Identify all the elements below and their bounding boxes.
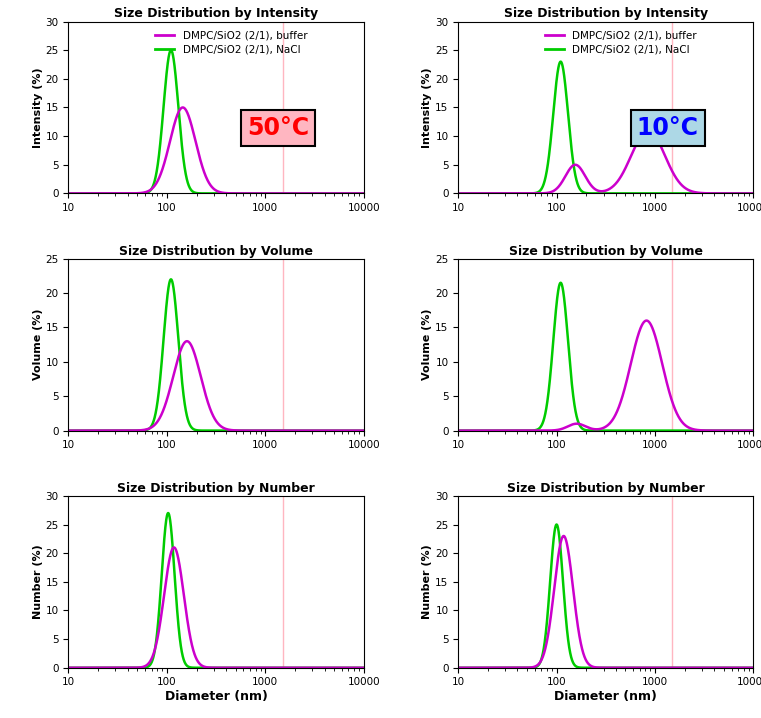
Title: Size Distribution by Volume: Size Distribution by Volume (119, 245, 313, 258)
Title: Size Distribution by Intensity: Size Distribution by Intensity (504, 7, 708, 20)
Title: Size Distribution by Number: Size Distribution by Number (507, 482, 705, 495)
Title: Size Distribution by Volume: Size Distribution by Volume (509, 245, 702, 258)
Text: 50°C: 50°C (247, 116, 309, 140)
Y-axis label: Intensity (%): Intensity (%) (33, 67, 43, 148)
X-axis label: Diameter (nm): Diameter (nm) (554, 690, 658, 703)
X-axis label: Diameter (nm): Diameter (nm) (164, 690, 268, 703)
Title: Size Distribution by Intensity: Size Distribution by Intensity (114, 7, 318, 20)
Legend: DMPC/SiO2 (2/1), buffer, DMPC/SiO2 (2/1), NaCl: DMPC/SiO2 (2/1), buffer, DMPC/SiO2 (2/1)… (154, 29, 309, 57)
Legend: DMPC/SiO2 (2/1), buffer, DMPC/SiO2 (2/1), NaCl: DMPC/SiO2 (2/1), buffer, DMPC/SiO2 (2/1)… (543, 29, 699, 57)
Y-axis label: Number (%): Number (%) (33, 544, 43, 619)
Title: Size Distribution by Number: Size Distribution by Number (117, 482, 315, 495)
Text: 10°C: 10°C (637, 116, 699, 140)
Y-axis label: Number (%): Number (%) (422, 544, 432, 619)
Y-axis label: Volume (%): Volume (%) (422, 309, 432, 381)
Y-axis label: Volume (%): Volume (%) (33, 309, 43, 381)
Y-axis label: Intensity (%): Intensity (%) (422, 67, 432, 148)
